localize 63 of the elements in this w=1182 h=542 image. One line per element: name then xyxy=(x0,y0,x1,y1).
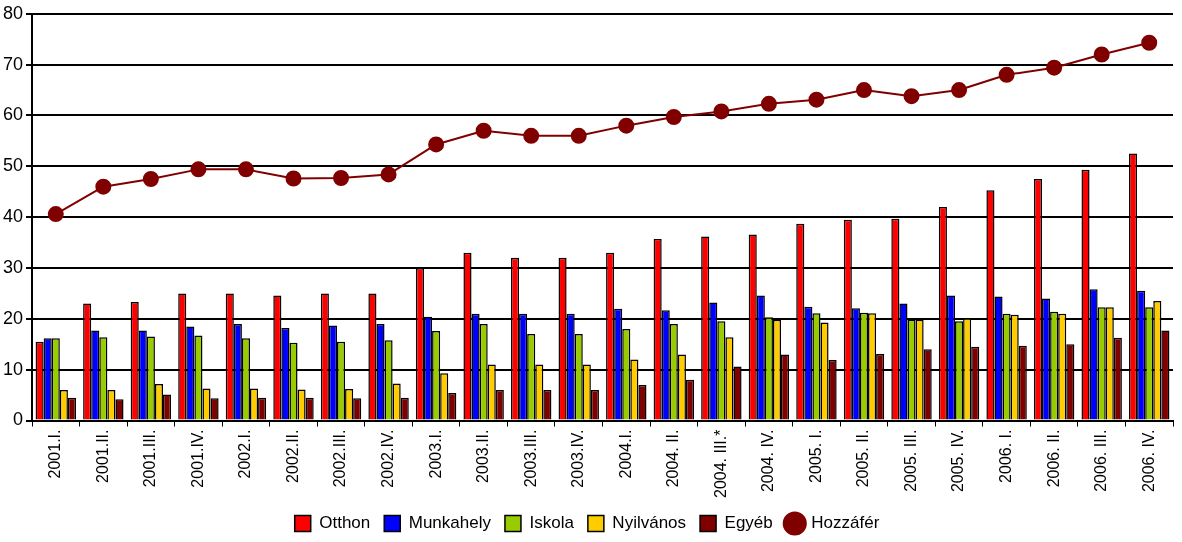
x-tick-label: 2006. III. xyxy=(1092,429,1110,492)
point xyxy=(333,170,350,187)
x-tick-label: 2002.I. xyxy=(236,429,254,479)
point xyxy=(951,82,968,99)
point xyxy=(1093,46,1110,63)
x-tick-label: 2005. II. xyxy=(854,429,872,488)
point xyxy=(998,66,1015,83)
legend-label: Hozzáfér xyxy=(811,513,880,533)
point xyxy=(95,178,112,195)
point xyxy=(475,122,492,139)
point xyxy=(1141,34,1158,51)
x-tick-label: 2005. I. xyxy=(806,429,824,483)
point xyxy=(570,127,587,144)
point xyxy=(665,109,682,125)
x-tick-label: 2005. III. xyxy=(901,429,919,492)
point xyxy=(713,103,730,120)
point xyxy=(1046,59,1063,76)
legend-label: Nyilvános xyxy=(612,513,687,533)
point xyxy=(237,161,254,178)
legend-label: Munkahely xyxy=(408,513,492,533)
x-tick-label: 2002.III. xyxy=(331,429,349,488)
legend-label: Iskola xyxy=(529,513,575,533)
x-tick-label: 2005. IV. xyxy=(949,429,967,493)
y-tick-label: 40 xyxy=(2,206,24,227)
point xyxy=(380,166,397,183)
x-tick-label: 2006. IV. xyxy=(1139,429,1157,493)
point xyxy=(760,95,777,112)
point xyxy=(190,161,207,178)
y-tick-label: 70 xyxy=(2,53,24,74)
x-tick-label: 2001.I. xyxy=(46,429,64,479)
x-tick-label: 2003.I. xyxy=(426,429,444,479)
y-tick-label: 30 xyxy=(2,256,24,277)
x-tick-label: 2002.IV. xyxy=(378,429,396,488)
point xyxy=(808,91,825,108)
point xyxy=(47,206,64,223)
point xyxy=(285,170,302,187)
legend-label: Otthon xyxy=(319,513,371,533)
x-tick-label: 2003.IV. xyxy=(569,429,587,488)
y-tick-label: 60 xyxy=(2,104,24,125)
x-tick-label: 2004. III.* xyxy=(711,429,729,499)
legend-label: Egyéb xyxy=(724,513,773,533)
x-tick-label: 2004.I. xyxy=(616,429,634,479)
x-tick-label: 2003.II. xyxy=(474,429,492,483)
x-tick-label: 2006. II. xyxy=(1044,429,1062,488)
x-tick-label: 2001.II. xyxy=(93,429,111,483)
point xyxy=(142,171,159,188)
point xyxy=(903,88,920,105)
y-tick-label: 0 xyxy=(13,409,24,430)
y-tick-label: 80 xyxy=(2,2,24,23)
point xyxy=(618,117,635,134)
y-tick-label: 20 xyxy=(2,307,24,328)
y-tick-label: 10 xyxy=(2,358,24,379)
x-tick-label: 2004. IV. xyxy=(759,429,777,493)
x-tick-label: 2001.III. xyxy=(141,429,159,488)
y-tick-label: 50 xyxy=(2,155,24,176)
point xyxy=(523,127,540,144)
x-tick-label: 2004. II. xyxy=(664,429,682,488)
x-tick-label: 2002.II. xyxy=(283,429,301,483)
x-tick-label: 2003.III. xyxy=(521,429,539,488)
point xyxy=(855,82,872,99)
x-tick-label: 2001.IV. xyxy=(188,429,206,488)
point xyxy=(428,136,445,153)
x-tick-label: 2006. I. xyxy=(997,429,1015,483)
